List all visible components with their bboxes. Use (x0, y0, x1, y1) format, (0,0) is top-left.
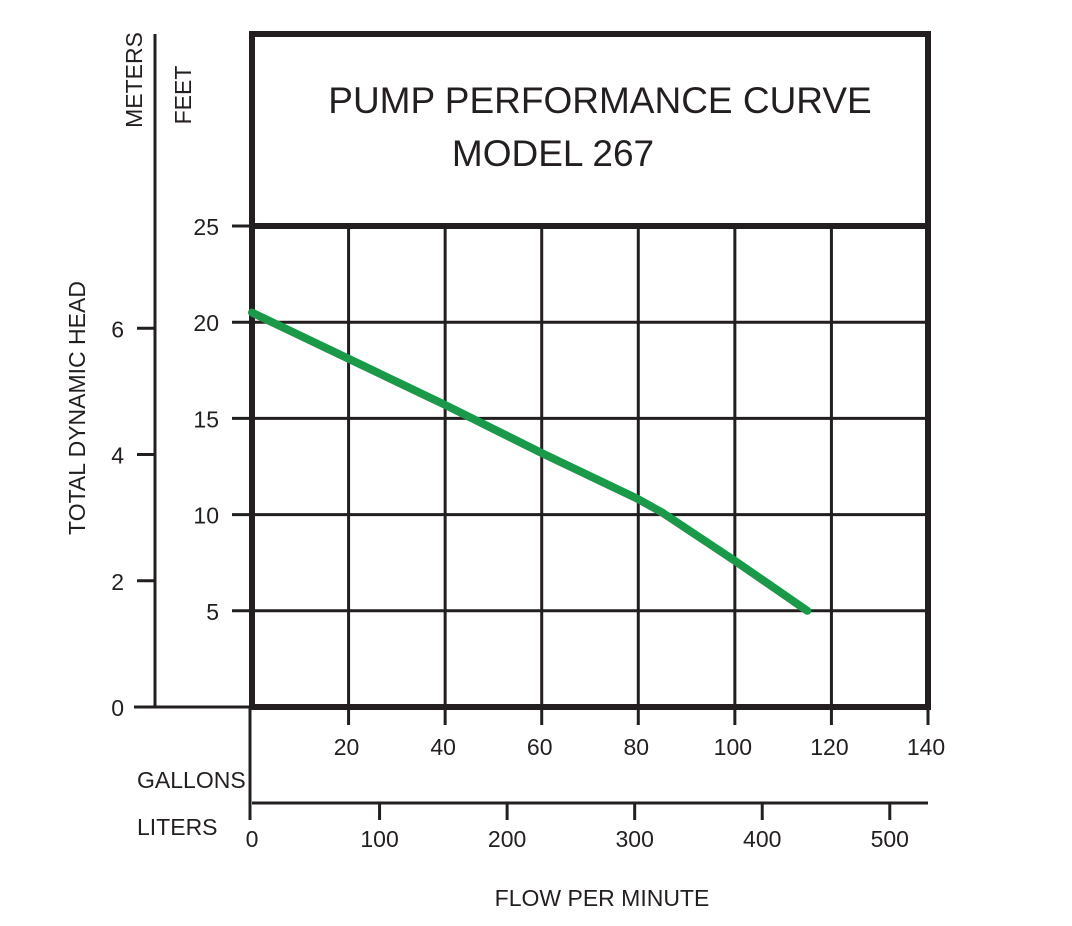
feet-tick-label: 5 (206, 599, 219, 625)
feet-tick-label: 10 (193, 503, 219, 529)
axis-ticks (137, 224, 930, 820)
liters-tick-label: 400 (743, 826, 781, 852)
liters-tick-label: 300 (615, 826, 653, 852)
meters-tick-label: 2 (111, 569, 124, 595)
x-unit-gallons: GALLONS (137, 767, 246, 793)
feet-tick-label: 25 (193, 214, 219, 240)
gallons-tick-label: 20 (334, 734, 360, 760)
feet-tick-label: 20 (193, 310, 219, 336)
y-unit-meters: METERS (121, 32, 147, 128)
gallons-tick-label: 60 (527, 734, 553, 760)
liters-tick-label: 0 (246, 826, 259, 852)
chart-subtitle: MODEL 267 (452, 133, 654, 174)
grid-lines (252, 226, 928, 707)
pump-curve-line (248, 308, 812, 615)
y-unit-feet: FEET (170, 66, 196, 125)
meters-tick-label: 4 (111, 443, 124, 469)
meters-tick-label: 0 (111, 695, 124, 721)
liters-tick-label: 500 (871, 826, 909, 852)
liters-tick-label: 100 (360, 826, 398, 852)
gallons-tick-label: 100 (714, 734, 752, 760)
chart-title: PUMP PERFORMANCE CURVE (328, 80, 871, 121)
meters-tick-label: 6 (111, 316, 124, 342)
gallons-tick-label: 80 (623, 734, 649, 760)
feet-tick-label: 15 (193, 406, 219, 432)
gallons-tick-label: 120 (810, 734, 848, 760)
x-axis-label: FLOW PER MINUTE (495, 885, 710, 911)
liters-tick-label: 200 (488, 826, 526, 852)
x-unit-liters: LITERS (137, 814, 218, 840)
gallons-tick-label: 40 (430, 734, 456, 760)
y-axis-label: TOTAL DYNAMIC HEAD (64, 281, 90, 535)
gallons-tick-label: 140 (907, 734, 945, 760)
